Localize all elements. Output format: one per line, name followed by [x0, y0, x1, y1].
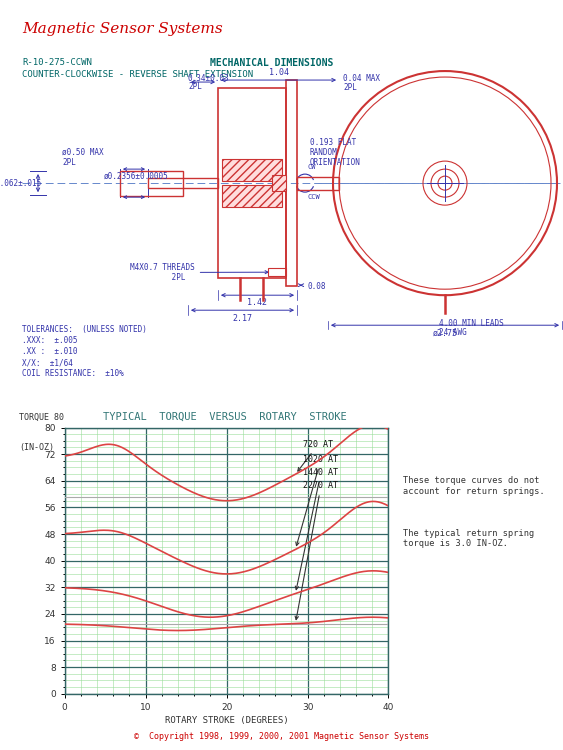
Text: 1440 AT: 1440 AT [295, 468, 338, 590]
Text: 1.062±.015: 1.062±.015 [0, 178, 41, 188]
Text: CW: CW [307, 164, 315, 170]
Text: 720 AT: 720 AT [298, 440, 333, 471]
Text: 2270 AT: 2270 AT [295, 482, 338, 620]
Text: 2.17: 2.17 [233, 314, 252, 322]
Text: (IN-OZ): (IN-OZ) [20, 443, 55, 452]
Text: M4X0.7 THREADS
         2PL: M4X0.7 THREADS 2PL [130, 262, 268, 282]
Text: R-10-275-CCWN: R-10-275-CCWN [22, 58, 92, 67]
Text: ø0.50 MAX: ø0.50 MAX [62, 148, 104, 157]
Text: These torque curves do not
account for return springs.: These torque curves do not account for r… [403, 476, 544, 496]
Text: 0.08: 0.08 [307, 282, 325, 291]
Text: 0.04 MAX: 0.04 MAX [343, 74, 380, 83]
Text: 1.04: 1.04 [269, 68, 288, 76]
Text: The typical return spring
torque is 3.0 IN-OZ.: The typical return spring torque is 3.0 … [403, 529, 534, 548]
Text: 2PL: 2PL [62, 158, 76, 167]
Bar [218, 88, 286, 278]
Text: ø0.2356±0.0005: ø0.2356±0.0005 [104, 172, 169, 181]
Text: MECHANICAL DIMENSIONS: MECHANICAL DIMENSIONS [210, 58, 333, 68]
Text: ©  Copyright 1998, 1999, 2000, 2001 Magnetic Sensor Systems: © Copyright 1998, 1999, 2000, 2001 Magne… [134, 732, 429, 741]
Text: 2PL: 2PL [188, 82, 202, 91]
Text: COUNTER-CLOCKWISE - REVERSE SHAFT EXTENSION: COUNTER-CLOCKWISE - REVERSE SHAFT EXTENS… [22, 70, 253, 79]
Bar [222, 159, 282, 181]
Text: RANDOM: RANDOM [310, 148, 338, 157]
Bar [120, 171, 183, 196]
Text: 4.00 MIN LEADS: 4.00 MIN LEADS [439, 320, 504, 328]
Text: 1.42: 1.42 [248, 298, 267, 307]
Bar [297, 177, 339, 190]
Bar [222, 185, 282, 207]
Bar [148, 178, 218, 188]
Text: Magnetic Sensor Systems: Magnetic Sensor Systems [22, 22, 223, 36]
Text: TOLERANCES:  (UNLESS NOTED): TOLERANCES: (UNLESS NOTED) [22, 326, 147, 334]
Text: 24 AWG: 24 AWG [439, 328, 467, 338]
Text: .XXX:  ±.005: .XXX: ±.005 [22, 336, 78, 345]
Text: 0.193 FLAT: 0.193 FLAT [310, 138, 356, 147]
X-axis label: ROTARY STROKE (DEGREES): ROTARY STROKE (DEGREES) [165, 716, 288, 725]
Text: .XX :  ±.010: .XX : ±.010 [22, 347, 78, 356]
Text: CCW: CCW [307, 194, 320, 200]
Text: 0.34±0.03: 0.34±0.03 [188, 74, 230, 83]
Text: COIL RESISTANCE:  ±10%: COIL RESISTANCE: ±10% [22, 369, 124, 378]
Text: ø2.75: ø2.75 [432, 328, 458, 338]
Text: TORQUE 80: TORQUE 80 [20, 413, 64, 422]
Bar [286, 80, 297, 286]
Text: ORIENTATION: ORIENTATION [310, 158, 361, 167]
Text: 2PL: 2PL [343, 83, 357, 92]
Text: TYPICAL  TORQUE  VERSUS  ROTARY  STROKE: TYPICAL TORQUE VERSUS ROTARY STROKE [104, 412, 347, 422]
Text: 1020 AT: 1020 AT [296, 454, 338, 545]
Bar [268, 268, 286, 276]
Bar [272, 175, 286, 191]
Text: X/X:  ±1/64: X/X: ±1/64 [22, 358, 73, 368]
